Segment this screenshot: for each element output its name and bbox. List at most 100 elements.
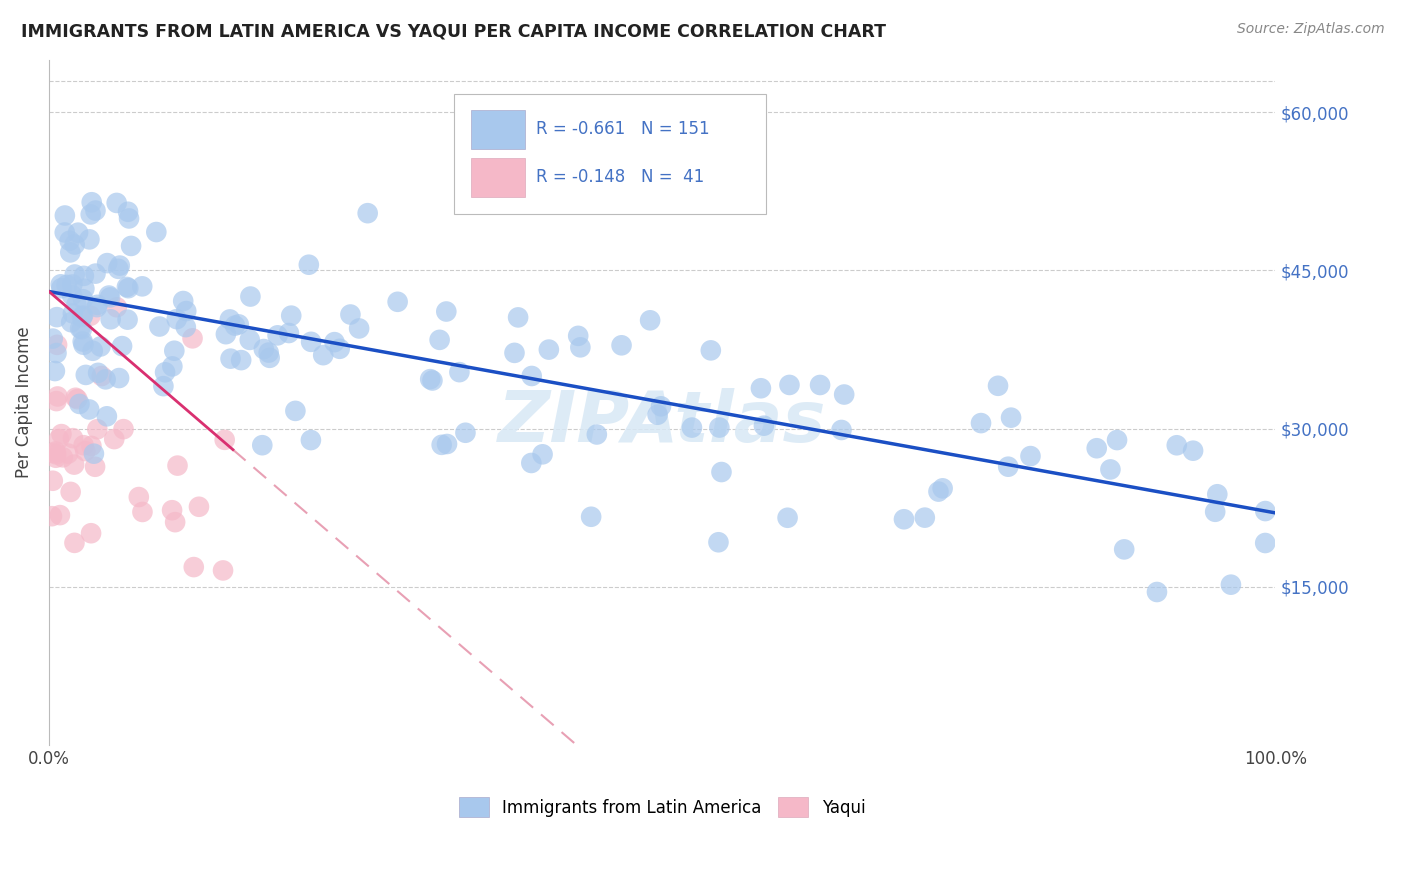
FancyBboxPatch shape — [454, 94, 766, 214]
Point — [96, 409, 118, 424]
Point — [893, 512, 915, 526]
Point — [44, 364, 66, 378]
Point — [752, 418, 775, 433]
Point — [69, 321, 91, 335]
Point — [98, 290, 121, 304]
Point — [647, 408, 669, 422]
Point — [638, 313, 661, 327]
Point — [832, 387, 855, 401]
Point — [503, 346, 526, 360]
Point — [831, 423, 853, 437]
Point — [115, 280, 138, 294]
Point — [96, 256, 118, 270]
Point — [63, 458, 86, 472]
Point — [52, 450, 75, 465]
Point — [931, 481, 953, 495]
Point — [63, 536, 86, 550]
Point — [218, 312, 240, 326]
Point — [174, 304, 197, 318]
Point — [49, 277, 72, 292]
Point — [1254, 504, 1277, 518]
Point — [80, 195, 103, 210]
Point — [60, 315, 83, 329]
Point — [72, 334, 94, 349]
Point — [128, 490, 150, 504]
Point — [419, 372, 441, 386]
Point — [87, 366, 110, 380]
Point — [45, 346, 67, 360]
Text: Source: ZipAtlas.com: Source: ZipAtlas.com — [1237, 22, 1385, 37]
Point — [312, 348, 335, 362]
Point — [610, 338, 633, 352]
Point — [347, 321, 370, 335]
Point — [266, 328, 288, 343]
Text: IMMIGRANTS FROM LATIN AMERICA VS YAQUI PER CAPITA INCOME CORRELATION CHART: IMMIGRANTS FROM LATIN AMERICA VS YAQUI P… — [21, 22, 886, 40]
Point — [284, 404, 307, 418]
Point — [1146, 585, 1168, 599]
Point — [80, 526, 103, 541]
Point — [84, 203, 107, 218]
Point — [53, 226, 76, 240]
Point — [70, 322, 93, 336]
Point — [66, 392, 89, 406]
Point — [387, 294, 409, 309]
Point — [94, 372, 117, 386]
Point — [710, 465, 733, 479]
Point — [429, 333, 451, 347]
Point — [51, 281, 73, 295]
Point — [82, 343, 104, 358]
Point — [239, 333, 262, 347]
Point — [105, 196, 128, 211]
Point — [112, 422, 135, 436]
Point — [1219, 577, 1241, 591]
Point — [59, 234, 82, 248]
Point — [72, 438, 94, 452]
Point — [174, 320, 197, 334]
Point — [183, 560, 205, 574]
Point — [45, 310, 67, 325]
Point — [259, 351, 281, 365]
Point — [45, 447, 67, 461]
Point — [436, 437, 458, 451]
Point — [700, 343, 723, 358]
Point — [749, 381, 772, 395]
Point — [454, 425, 477, 440]
Point — [63, 237, 86, 252]
Point — [181, 331, 204, 345]
Point — [537, 343, 560, 357]
Point — [357, 206, 380, 220]
Point — [277, 326, 299, 340]
Point — [709, 420, 731, 434]
Point — [59, 484, 82, 499]
Point — [65, 391, 87, 405]
FancyBboxPatch shape — [471, 158, 524, 197]
Point — [73, 282, 96, 296]
Point — [1019, 449, 1042, 463]
Point — [224, 318, 246, 333]
Point — [339, 308, 361, 322]
Point — [70, 310, 93, 324]
Point — [90, 369, 112, 384]
Point — [506, 310, 529, 325]
Point — [80, 439, 103, 453]
Point — [42, 332, 65, 346]
Point — [280, 309, 302, 323]
Legend: Immigrants from Latin America, Yaqui: Immigrants from Latin America, Yaqui — [453, 791, 872, 823]
Point — [188, 500, 211, 514]
Point — [148, 319, 170, 334]
Point — [83, 447, 105, 461]
Text: ZIPAtlas: ZIPAtlas — [498, 388, 827, 458]
Point — [215, 327, 238, 342]
Point — [72, 292, 94, 306]
Point — [89, 339, 111, 353]
Point — [62, 431, 84, 445]
Point — [520, 369, 543, 384]
Point — [776, 510, 799, 524]
Point — [53, 209, 76, 223]
Point — [120, 239, 142, 253]
Point — [103, 432, 125, 446]
Point — [108, 371, 131, 385]
Point — [56, 446, 79, 460]
Point — [449, 365, 471, 379]
Point — [145, 225, 167, 239]
